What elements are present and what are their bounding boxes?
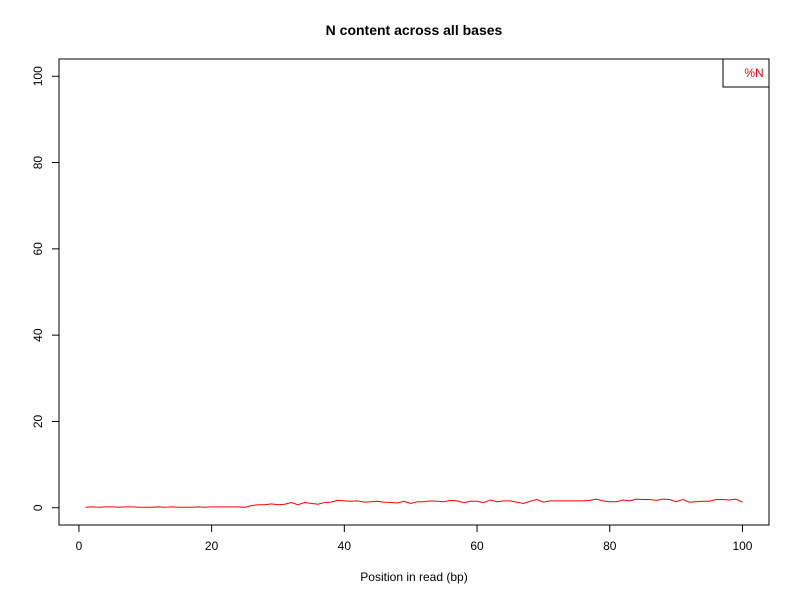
- y-tick-label: 0: [31, 504, 45, 511]
- x-tick-label: 80: [603, 539, 617, 553]
- x-tick-label: 100: [732, 539, 752, 553]
- legend-label: %N: [744, 66, 763, 80]
- y-tick-label: 60: [31, 242, 45, 256]
- x-tick-label: 40: [338, 539, 352, 553]
- legend: %N: [722, 58, 770, 88]
- y-tick-label: 80: [31, 156, 45, 170]
- x-axis: 0 20 40 60 80 100: [76, 524, 753, 553]
- series-line-percent-n: [85, 498, 743, 508]
- y-axis: 0 20 40 60 80 100: [31, 66, 60, 511]
- x-tick-label: 20: [205, 539, 219, 553]
- x-tick-label: 60: [470, 539, 484, 553]
- x-axis-label: Position in read (bp): [360, 570, 467, 584]
- legend-box: [722, 58, 770, 88]
- plot-area-frame: [58, 58, 770, 526]
- chart-title: N content across all bases: [326, 22, 503, 38]
- y-tick-label: 100: [31, 66, 45, 86]
- series-layer: [85, 498, 743, 508]
- y-tick-label: 40: [31, 328, 45, 342]
- x-tick-label: 0: [76, 539, 83, 553]
- y-tick-label: 20: [31, 414, 45, 428]
